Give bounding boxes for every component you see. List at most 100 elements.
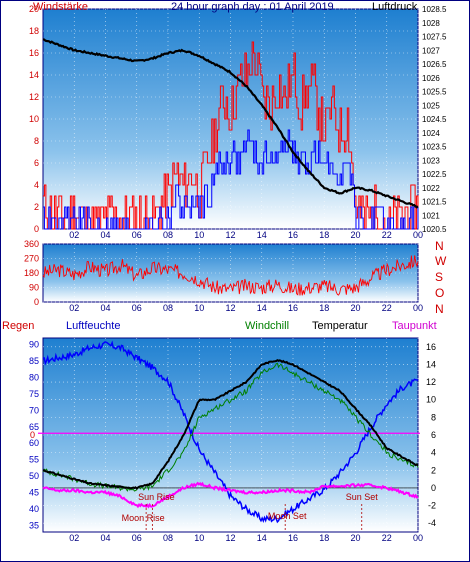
direction-panel-x-tick-label: 20 (350, 303, 360, 313)
legend-rain: Regen (2, 320, 35, 332)
wind-panel-x-tick-label: 08 (163, 230, 173, 240)
pressure-y-tick-label: 1024 (422, 129, 440, 138)
wind-panel-x-tick-label: 12 (225, 230, 235, 240)
wind-y-tick-label: 4 (34, 180, 39, 190)
wind-y-tick-label: 20 (29, 4, 39, 14)
humidity-y-tick-label: 55 (29, 455, 39, 465)
moon-rise-label: Moon Rise (122, 513, 165, 523)
legend-humidity: Luftfeuchte (66, 320, 121, 332)
wind-y-tick-label: 2 (34, 202, 39, 212)
temp-panel-x-tick-label: 08 (163, 533, 173, 543)
humidity-y-tick-label: 35 (29, 520, 39, 530)
temperature-y-tick-label: -2 (428, 501, 436, 511)
pressure-y-tick-label: 1027.5 (422, 33, 447, 42)
direction-label-n-top: N (435, 239, 444, 253)
pressure-y-tick-label: 1025 (422, 101, 440, 110)
legend-dewpoint: Taupunkt (392, 320, 437, 332)
pressure-y-tick-label: 1022 (422, 184, 440, 193)
temp-panel-x-tick-label: 18 (319, 533, 329, 543)
wind-panel-x-tick-label: 02 (69, 230, 79, 240)
wind-axis-title: Windstärke (33, 1, 89, 13)
direction-series-line (42, 255, 419, 296)
humidity-y-tick-label: 90 (29, 340, 39, 350)
pressure-y-tick-label: 1027 (422, 46, 440, 55)
direction-panel-x-tick-label: 22 (382, 303, 392, 313)
direction-y-tick-label: 360 (24, 239, 39, 249)
temperature-y-tick-label: 4 (431, 448, 436, 458)
temp-panel-x-tick-label: 16 (288, 533, 298, 543)
pressure-y-tick-label: 1026.5 (422, 60, 447, 69)
pressure-y-tick-label: 1028 (422, 19, 440, 28)
direction-panel-x-tick-label: 08 (163, 303, 173, 313)
direction-panel-x-tick-label: 18 (319, 303, 329, 313)
pressure-y-tick-label: 1021.5 (422, 198, 447, 207)
temperature-y-tick-label: 12 (426, 377, 436, 387)
wind-panel-x-tick-label: 06 (132, 230, 142, 240)
temperature-y-tick-label: 16 (426, 342, 436, 352)
temp-panel-x-tick-label: 06 (132, 533, 142, 543)
wind-panel-x-tick-label: 18 (319, 230, 329, 240)
direction-y-tick-label: 90 (29, 283, 39, 293)
wind-panel-x-tick-label: 20 (350, 230, 360, 240)
wind-panel-x-tick-label: 04 (100, 230, 110, 240)
wind-y-tick-label: 0 (34, 224, 39, 234)
direction-y-tick-label: 270 (24, 254, 39, 264)
temp-panel-x-tick-label: 02 (69, 533, 79, 543)
wind-y-tick-label: 16 (29, 48, 39, 58)
pressure-y-tick-label: 1022.5 (422, 170, 447, 179)
direction-panel-x-tick-label: 10 (194, 303, 204, 313)
humidity-y-tick-label: 45 (29, 488, 39, 498)
humidity-y-tick-label: 60 (29, 438, 39, 448)
sun-rise-label: Sun Rise (138, 492, 175, 502)
humidity-y-tick-label: 80 (29, 372, 39, 382)
temp-panel-x-tick-label: 22 (382, 533, 392, 543)
wind-y-tick-label: 14 (29, 70, 39, 80)
legend-temperature: Temperatur (312, 320, 368, 332)
humidity-y-tick-label: 70 (29, 405, 39, 415)
temp-panel-x-tick-label: 12 (225, 533, 235, 543)
wind-y-tick-label: 8 (34, 136, 39, 146)
direction-panel-x-tick-label: 16 (288, 303, 298, 313)
wind-series-line (43, 129, 419, 230)
humidity-y-tick-label: 50 (29, 471, 39, 481)
direction-panel-x-tick-label: 04 (100, 303, 110, 313)
temp-panel-x-tick-label: 14 (257, 533, 267, 543)
chart-title: 24 hour graph day : 01 April 2019 (171, 1, 334, 13)
temp-panel-x-tick-label: 00 (413, 533, 423, 543)
temp-panel-x-tick-label: 20 (350, 533, 360, 543)
moon-set-label: Moon Set (268, 511, 307, 521)
pressure-axis-title: Luftdruck (372, 1, 418, 13)
pressure-y-tick-label: 1028.5 (422, 5, 447, 14)
direction-y-tick-label: 180 (24, 268, 39, 278)
pressure-y-tick-label: 1026 (422, 74, 440, 83)
temp-panel-x-tick-label: 04 (100, 533, 110, 543)
direction-panel-x-tick-label: 02 (69, 303, 79, 313)
direction-panel-x-tick-label: 00 (413, 303, 423, 313)
temperature-y-tick-label: 8 (431, 412, 436, 422)
pressure-y-tick-label: 1023 (422, 156, 440, 165)
humidity-y-tick-label: 40 (29, 504, 39, 514)
pressure-y-tick-label: 1024.5 (422, 115, 447, 124)
direction-panel-x-tick-label: 12 (225, 303, 235, 313)
temperature-y-tick-label: 2 (431, 465, 436, 475)
temperature-y-tick-label: 0 (431, 483, 436, 493)
wind-panel-x-tick-label: 16 (288, 230, 298, 240)
wind-panel-x-tick-label: 14 (257, 230, 267, 240)
direction-label-n-bottom: N (435, 302, 444, 316)
rain-zero-label: 0 (30, 430, 36, 440)
wind-y-tick-label: 6 (34, 158, 39, 168)
wind-y-tick-label: 12 (29, 92, 39, 102)
wind-panel-x-tick-label: 10 (194, 230, 204, 240)
direction-panel-x-tick-label: 14 (257, 303, 267, 313)
humidity-y-tick-label: 75 (29, 389, 39, 399)
humidity-series-line (42, 340, 419, 524)
temperature-y-tick-label: 14 (426, 359, 436, 369)
temperature-series-line (42, 358, 419, 490)
pressure-y-tick-label: 1021 (422, 211, 440, 220)
wind-y-tick-label: 10 (29, 114, 39, 124)
direction-y-tick-label: 0 (34, 297, 39, 307)
wind-panel-x-tick-label: 22 (382, 230, 392, 240)
direction-label-o: O (435, 286, 445, 300)
humidity-y-tick-label: 85 (29, 356, 39, 366)
